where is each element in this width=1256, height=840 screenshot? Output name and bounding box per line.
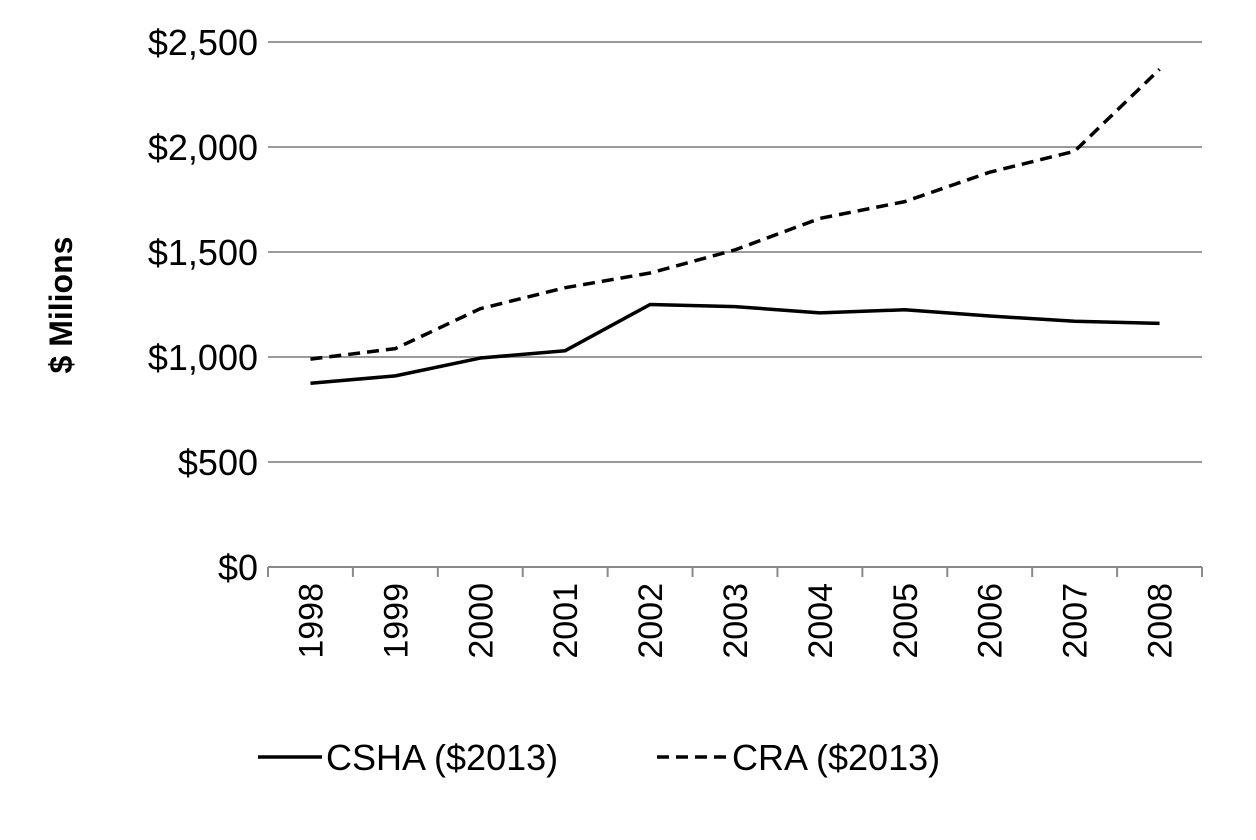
- y-axis-label: $ Milions: [43, 237, 79, 374]
- legend: CSHA ($2013) CRA ($2013): [258, 737, 940, 778]
- x-tick-label: 2000: [462, 583, 500, 659]
- csha-series-line: [310, 302, 1160, 385]
- x-tick-label: 2006: [972, 583, 1010, 659]
- legend-label: CSHA ($2013): [326, 737, 558, 778]
- x-tick-label: 2005: [887, 583, 925, 659]
- x-tick-label: 2007: [1057, 583, 1095, 659]
- gridlines: [268, 41, 1202, 463]
- x-tick-label: 1998: [292, 583, 330, 659]
- x-tick-label: 1999: [377, 583, 415, 659]
- series-lines: [310, 68, 1161, 385]
- x-tick-label: 2001: [547, 583, 585, 659]
- y-tick-label: $0: [218, 547, 258, 588]
- cra-series-line: [310, 68, 1161, 361]
- y-tick-label: $2,000: [148, 127, 258, 168]
- x-tick-label: 2003: [717, 583, 755, 659]
- y-tick-label: $1,000: [148, 337, 258, 378]
- y-tick-label: $1,500: [148, 232, 258, 273]
- x-tick-label: 2008: [1142, 583, 1180, 659]
- x-tick-label: 2002: [632, 583, 670, 659]
- axes: [267, 566, 1203, 577]
- y-tick-label: $2,500: [148, 22, 258, 63]
- legend-label: CRA ($2013): [732, 737, 940, 778]
- x-tick-labels: 1998 1999 2000 2001 2002 2003 2004 2005 2006 2007…: [292, 583, 1179, 659]
- y-tick-labels: $0 $500 $1,000 $1,500 $2,000 $2,500: [148, 22, 258, 588]
- y-tick-label: $500: [178, 442, 258, 483]
- x-tick-label: 2004: [802, 583, 840, 659]
